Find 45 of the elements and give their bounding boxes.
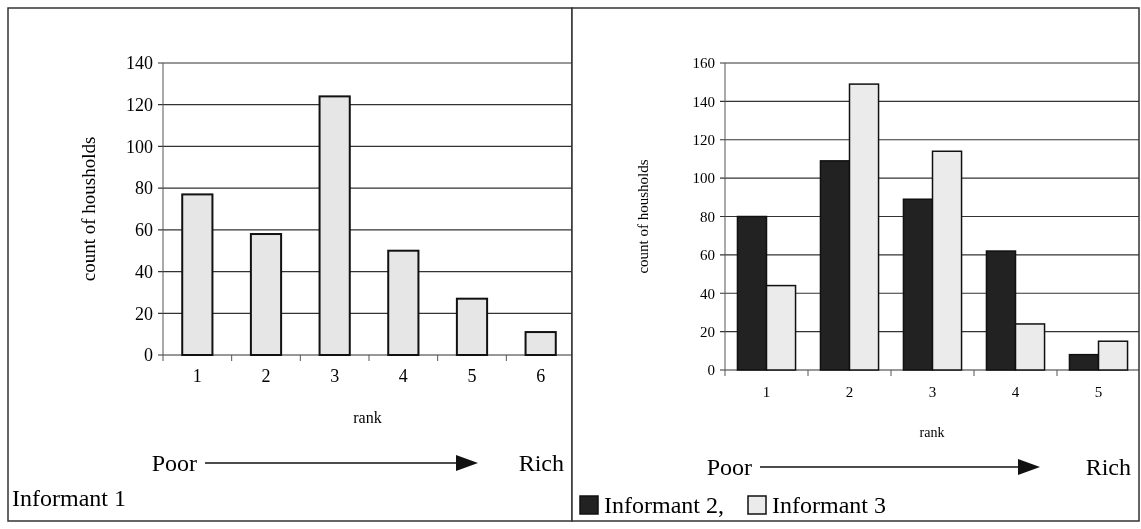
x-tick-label: 2 <box>845 384 854 400</box>
x-tick-label: 4 <box>1011 384 1020 400</box>
y-tick-label: 100 <box>692 170 715 187</box>
y-tick-label: 0 <box>707 362 715 379</box>
x-tick-label: 5 <box>467 366 477 386</box>
text: Rich <box>1085 454 1131 481</box>
bar <box>455 297 489 356</box>
x-axis-title: rank <box>353 409 382 426</box>
y-tick-label: 20 <box>700 323 715 340</box>
legend-label: Informant 3 <box>772 492 886 519</box>
y-tick-label: 120 <box>692 132 715 148</box>
y-tick-label: 20 <box>135 303 153 324</box>
x-tick-label: 4 <box>398 366 408 386</box>
y-tick-label: 140 <box>692 93 715 110</box>
y-tick-label: 80 <box>135 178 153 199</box>
x-tick-label: 2 <box>261 366 271 386</box>
x-tick-label: 5 <box>1094 384 1103 400</box>
y-axis-title: count of housholds <box>78 136 99 282</box>
legend-label: Informant 2, <box>604 492 724 519</box>
bar <box>387 249 420 356</box>
text: Rich <box>518 450 564 477</box>
x-tick-label: 6 <box>536 366 546 386</box>
y-tick-label: 160 <box>692 55 715 72</box>
x-tick-label: 3 <box>330 366 340 386</box>
y-tick-label: 100 <box>126 136 153 157</box>
text: Poor <box>151 450 197 477</box>
text: Poor <box>706 454 752 481</box>
bar <box>318 95 351 356</box>
y-tick-label: 60 <box>135 220 153 241</box>
y-tick-label: 80 <box>700 208 715 225</box>
x-tick-label: 3 <box>928 384 937 400</box>
y-tick-label: 40 <box>135 261 153 282</box>
x-tick-label: 1 <box>192 366 202 386</box>
y-axis-title: count of housholds <box>635 159 651 274</box>
x-axis-title: rank <box>919 425 945 440</box>
y-tick-label: 40 <box>700 285 715 302</box>
text: Informant 1 <box>12 485 126 512</box>
x-tick-label: 1 <box>762 384 771 400</box>
y-tick-label: 120 <box>126 95 153 116</box>
y-tick-label: 60 <box>700 247 715 264</box>
bar <box>524 331 557 356</box>
y-tick-label: 0 <box>144 345 153 366</box>
bar <box>249 233 283 356</box>
bar <box>181 193 214 356</box>
y-tick-label: 140 <box>126 53 153 74</box>
